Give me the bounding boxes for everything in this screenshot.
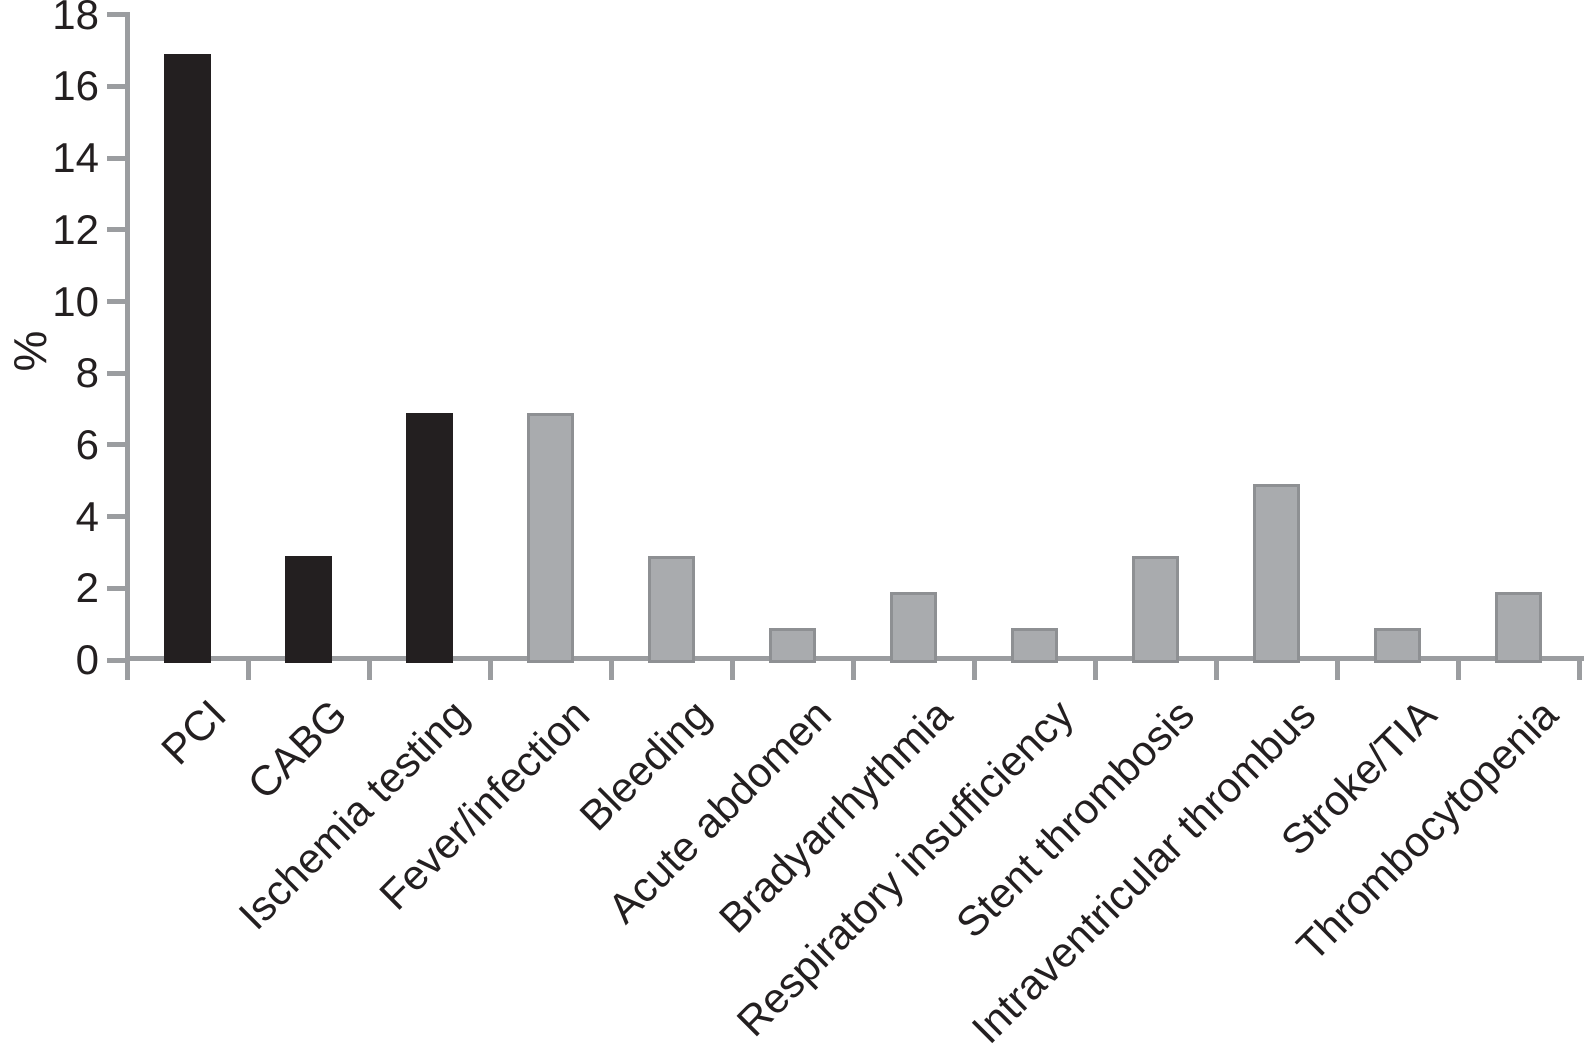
x-tick-mark <box>608 661 614 680</box>
y-tick-mark <box>107 12 127 18</box>
y-tick-label: 0 <box>75 636 99 683</box>
x-label-cabg: CABG <box>238 690 357 808</box>
bar-pci <box>164 54 211 663</box>
x-axis-line <box>125 656 1584 661</box>
x-tick-mark <box>124 661 130 680</box>
bar-fever-infection <box>527 412 574 663</box>
x-label-fever-infection: Fever/infection <box>370 690 599 919</box>
bar-cabg <box>285 556 332 663</box>
bar-respiratory-insufficiency <box>1011 627 1058 663</box>
x-label-pci: PCI <box>152 690 236 774</box>
y-tick-label: 8 <box>75 349 99 397</box>
x-tick-mark <box>366 661 372 680</box>
x-tick-mark <box>1213 661 1219 680</box>
bar-acute-abdomen <box>769 627 816 663</box>
y-tick-mark <box>107 227 127 233</box>
bar-ischemia-testing <box>406 412 453 663</box>
y-tick-mark <box>107 514 127 520</box>
y-tick-label: 2 <box>75 564 99 612</box>
y-tick-mark <box>107 370 127 376</box>
y-tick-label: 18 <box>52 0 99 38</box>
y-tick-mark <box>107 299 127 304</box>
x-tick-mark <box>971 661 977 680</box>
x-tick-mark <box>850 661 856 680</box>
y-tick-label: 14 <box>52 134 99 182</box>
y-tick-label: 16 <box>52 62 99 110</box>
y-tick-label: 4 <box>75 492 99 540</box>
bar-bradyarrhythmia <box>890 591 937 663</box>
x-tick-mark <box>1334 661 1340 680</box>
x-tick-mark <box>1092 661 1098 680</box>
y-tick-mark <box>107 442 127 448</box>
x-tick-mark <box>487 661 493 680</box>
bar-stent-thrombosis <box>1132 556 1179 663</box>
y-tick-mark <box>107 155 127 161</box>
y-tick-mark <box>107 83 127 89</box>
y-tick-label: 10 <box>52 277 99 325</box>
x-tick-mark <box>1455 661 1461 680</box>
x-label-acute-abdomen: Acute abdomen <box>599 690 841 932</box>
y-tick-mark <box>107 657 127 663</box>
y-axis-line <box>125 12 130 661</box>
bar-intraventricular-thrombus <box>1253 484 1300 663</box>
y-tick-label: 6 <box>75 420 99 468</box>
bar-thrombocytopenia <box>1495 591 1542 663</box>
bar-bleeding <box>648 556 695 663</box>
y-tick-mark <box>107 585 127 591</box>
y-tick-label: 12 <box>52 205 99 253</box>
x-tick-mark <box>729 661 735 680</box>
x-tick-mark <box>245 661 251 680</box>
bar-stroke-tia <box>1374 627 1421 663</box>
x-tick-mark <box>1576 661 1582 680</box>
